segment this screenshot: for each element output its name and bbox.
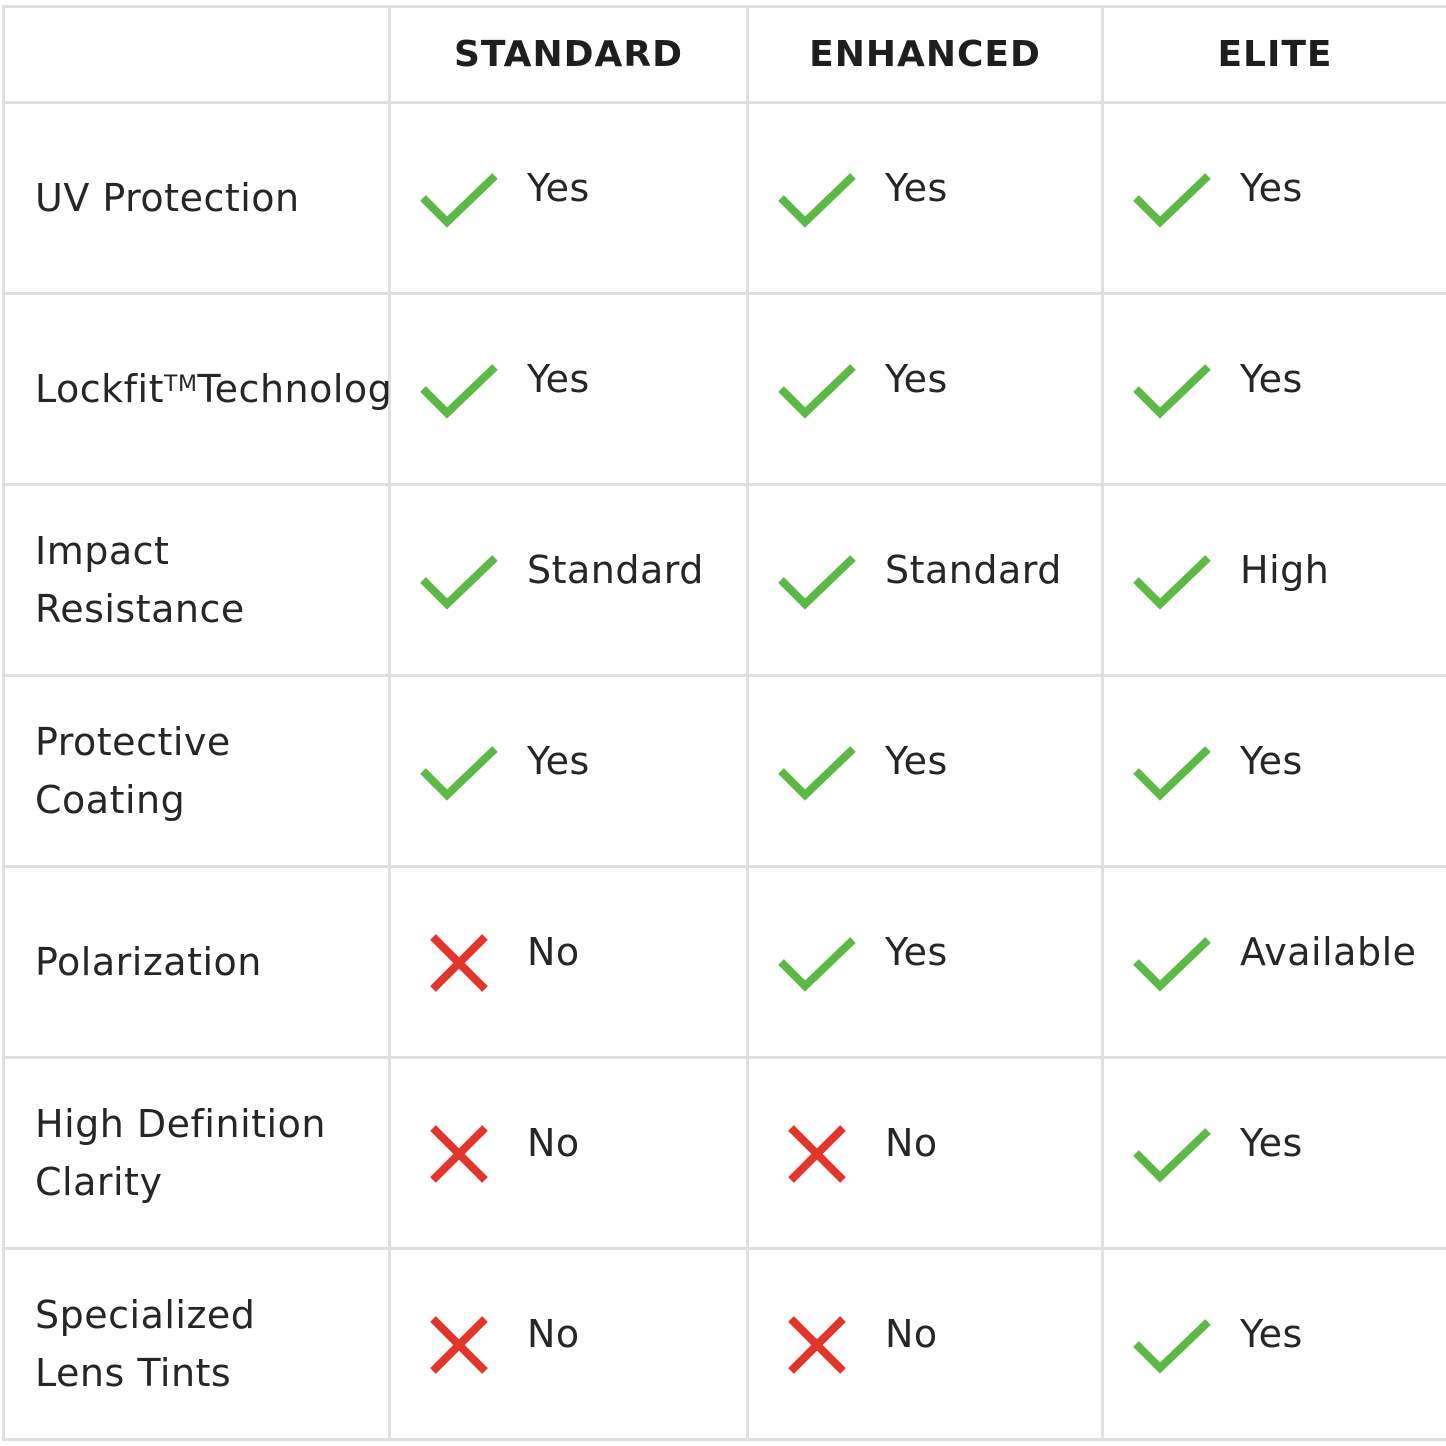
value-text: Available xyxy=(1240,930,1417,974)
trademark: TM xyxy=(164,372,198,397)
check-icon xyxy=(419,552,499,610)
value-cell: No xyxy=(391,1059,746,1247)
feature-name: Impact Resistance xyxy=(35,529,245,631)
check-icon xyxy=(777,361,857,419)
feature-name: Specialized Lens Tints xyxy=(35,1293,256,1395)
cross-icon xyxy=(419,1316,499,1374)
feature-name: Polarization xyxy=(35,940,262,984)
value-cell: Yes xyxy=(1104,295,1446,483)
value-text: No xyxy=(527,930,580,974)
feature-name: High Definition Clarity xyxy=(35,1102,326,1204)
value-cell: Yes xyxy=(749,295,1101,483)
value-cell: Standard xyxy=(391,486,746,674)
value-text: Yes xyxy=(1240,739,1303,783)
feature-name: Protective Coating xyxy=(35,720,231,822)
cross-icon xyxy=(777,1316,857,1374)
cross-icon xyxy=(777,1125,857,1183)
feature-name: Lockfit xyxy=(35,367,164,411)
value-cell: Yes xyxy=(391,677,746,865)
value-cell: Yes xyxy=(1104,104,1446,292)
value-cell: Yes xyxy=(1104,1059,1446,1247)
value-cell: Yes xyxy=(1104,677,1446,865)
value-text: Yes xyxy=(1240,1121,1303,1165)
value-cell: Available xyxy=(1104,868,1446,1056)
value-cell: No xyxy=(749,1250,1101,1438)
check-icon xyxy=(1132,1125,1212,1183)
feature-label: High Definition Clarity xyxy=(5,1059,388,1247)
check-icon xyxy=(419,743,499,801)
value-cell: Yes xyxy=(749,104,1101,292)
check-icon xyxy=(1132,361,1212,419)
check-icon xyxy=(777,170,857,228)
value-cell: Yes xyxy=(391,104,746,292)
value-text: No xyxy=(885,1312,938,1356)
value-text: Yes xyxy=(527,357,590,401)
feature-label: Lockfit TM Technology xyxy=(5,295,415,483)
value-text: No xyxy=(885,1121,938,1165)
feature-label: Specialized Lens Tints xyxy=(5,1250,388,1438)
column-header-enhanced: ENHANCED xyxy=(749,8,1101,101)
feature-name-line2: Technology xyxy=(197,367,416,411)
check-icon xyxy=(1132,170,1212,228)
value-text: Yes xyxy=(527,739,590,783)
comparison-table: STANDARD ENHANCED ELITE UV Protection Yes Yes… xyxy=(2,5,1446,1441)
value-cell: Yes xyxy=(749,868,1101,1056)
feature-name: UV Protection xyxy=(35,176,300,220)
value-text: No xyxy=(527,1312,580,1356)
value-cell: No xyxy=(391,868,746,1056)
feature-label: Impact Resistance xyxy=(5,486,388,674)
column-header-elite: ELITE xyxy=(1104,8,1446,101)
check-icon xyxy=(419,170,499,228)
value-cell: Yes xyxy=(391,295,746,483)
value-text: Standard xyxy=(527,548,704,592)
cross-icon xyxy=(419,1125,499,1183)
check-icon xyxy=(1132,552,1212,610)
value-text: Yes xyxy=(885,166,948,210)
value-text: Yes xyxy=(527,166,590,210)
value-cell: Standard xyxy=(749,486,1101,674)
cross-icon xyxy=(419,934,499,992)
check-icon xyxy=(777,552,857,610)
feature-label: UV Protection xyxy=(5,104,388,292)
value-cell: Yes xyxy=(749,677,1101,865)
value-text: Yes xyxy=(885,930,948,974)
header-corner xyxy=(5,8,388,101)
value-text: Yes xyxy=(1240,166,1303,210)
column-header-standard: STANDARD xyxy=(391,8,746,101)
value-text: Yes xyxy=(1240,1312,1303,1356)
check-icon xyxy=(777,934,857,992)
value-text: Yes xyxy=(885,357,948,401)
check-icon xyxy=(1132,743,1212,801)
value-cell: High xyxy=(1104,486,1446,674)
value-text: High xyxy=(1240,548,1330,592)
value-cell: No xyxy=(391,1250,746,1438)
value-text: Standard xyxy=(885,548,1062,592)
value-text: Yes xyxy=(1240,357,1303,401)
feature-label: Protective Coating xyxy=(5,677,388,865)
check-icon xyxy=(419,361,499,419)
value-text: No xyxy=(527,1121,580,1165)
value-cell: Yes xyxy=(1104,1250,1446,1438)
value-text: Yes xyxy=(885,739,948,783)
check-icon xyxy=(1132,1316,1212,1374)
check-icon xyxy=(1132,934,1212,992)
feature-label: Polarization xyxy=(5,868,388,1056)
check-icon xyxy=(777,743,857,801)
value-cell: No xyxy=(749,1059,1101,1247)
